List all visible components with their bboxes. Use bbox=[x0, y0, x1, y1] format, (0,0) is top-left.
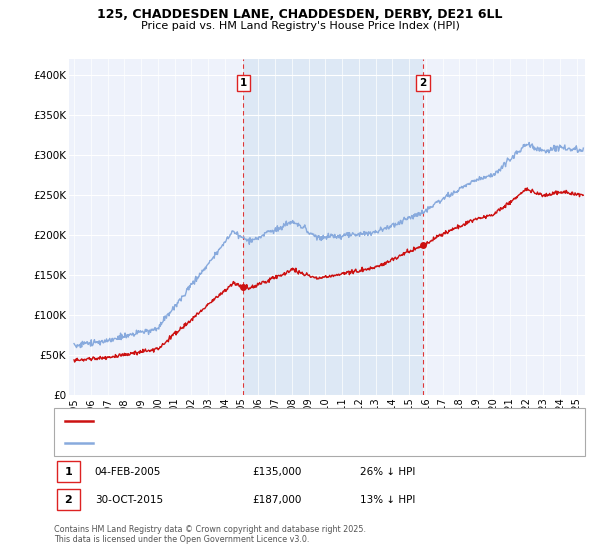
Text: £135,000: £135,000 bbox=[252, 466, 301, 477]
Text: 30-OCT-2015: 30-OCT-2015 bbox=[95, 494, 163, 505]
Text: Price paid vs. HM Land Registry's House Price Index (HPI): Price paid vs. HM Land Registry's House … bbox=[140, 21, 460, 31]
Text: 26% ↓ HPI: 26% ↓ HPI bbox=[360, 466, 415, 477]
Text: 125, CHADDESDEN LANE, CHADDESDEN, DERBY, DE21 6LL: 125, CHADDESDEN LANE, CHADDESDEN, DERBY,… bbox=[97, 8, 503, 21]
Text: 04-FEB-2005: 04-FEB-2005 bbox=[95, 466, 161, 477]
Text: Contains HM Land Registry data © Crown copyright and database right 2025.
This d: Contains HM Land Registry data © Crown c… bbox=[54, 525, 366, 544]
Text: 1: 1 bbox=[239, 78, 247, 88]
Bar bbox=[243, 59, 423, 395]
Text: 2: 2 bbox=[419, 78, 427, 88]
Text: 1: 1 bbox=[65, 466, 72, 477]
Text: £187,000: £187,000 bbox=[252, 494, 301, 505]
Text: 125, CHADDESDEN LANE, CHADDESDEN, DERBY, DE21 6LL (detached house): 125, CHADDESDEN LANE, CHADDESDEN, DERBY,… bbox=[99, 417, 465, 426]
Text: HPI: Average price, detached house, City of Derby: HPI: Average price, detached house, City… bbox=[99, 438, 337, 448]
Text: 13% ↓ HPI: 13% ↓ HPI bbox=[360, 494, 415, 505]
Text: 2: 2 bbox=[65, 494, 72, 505]
